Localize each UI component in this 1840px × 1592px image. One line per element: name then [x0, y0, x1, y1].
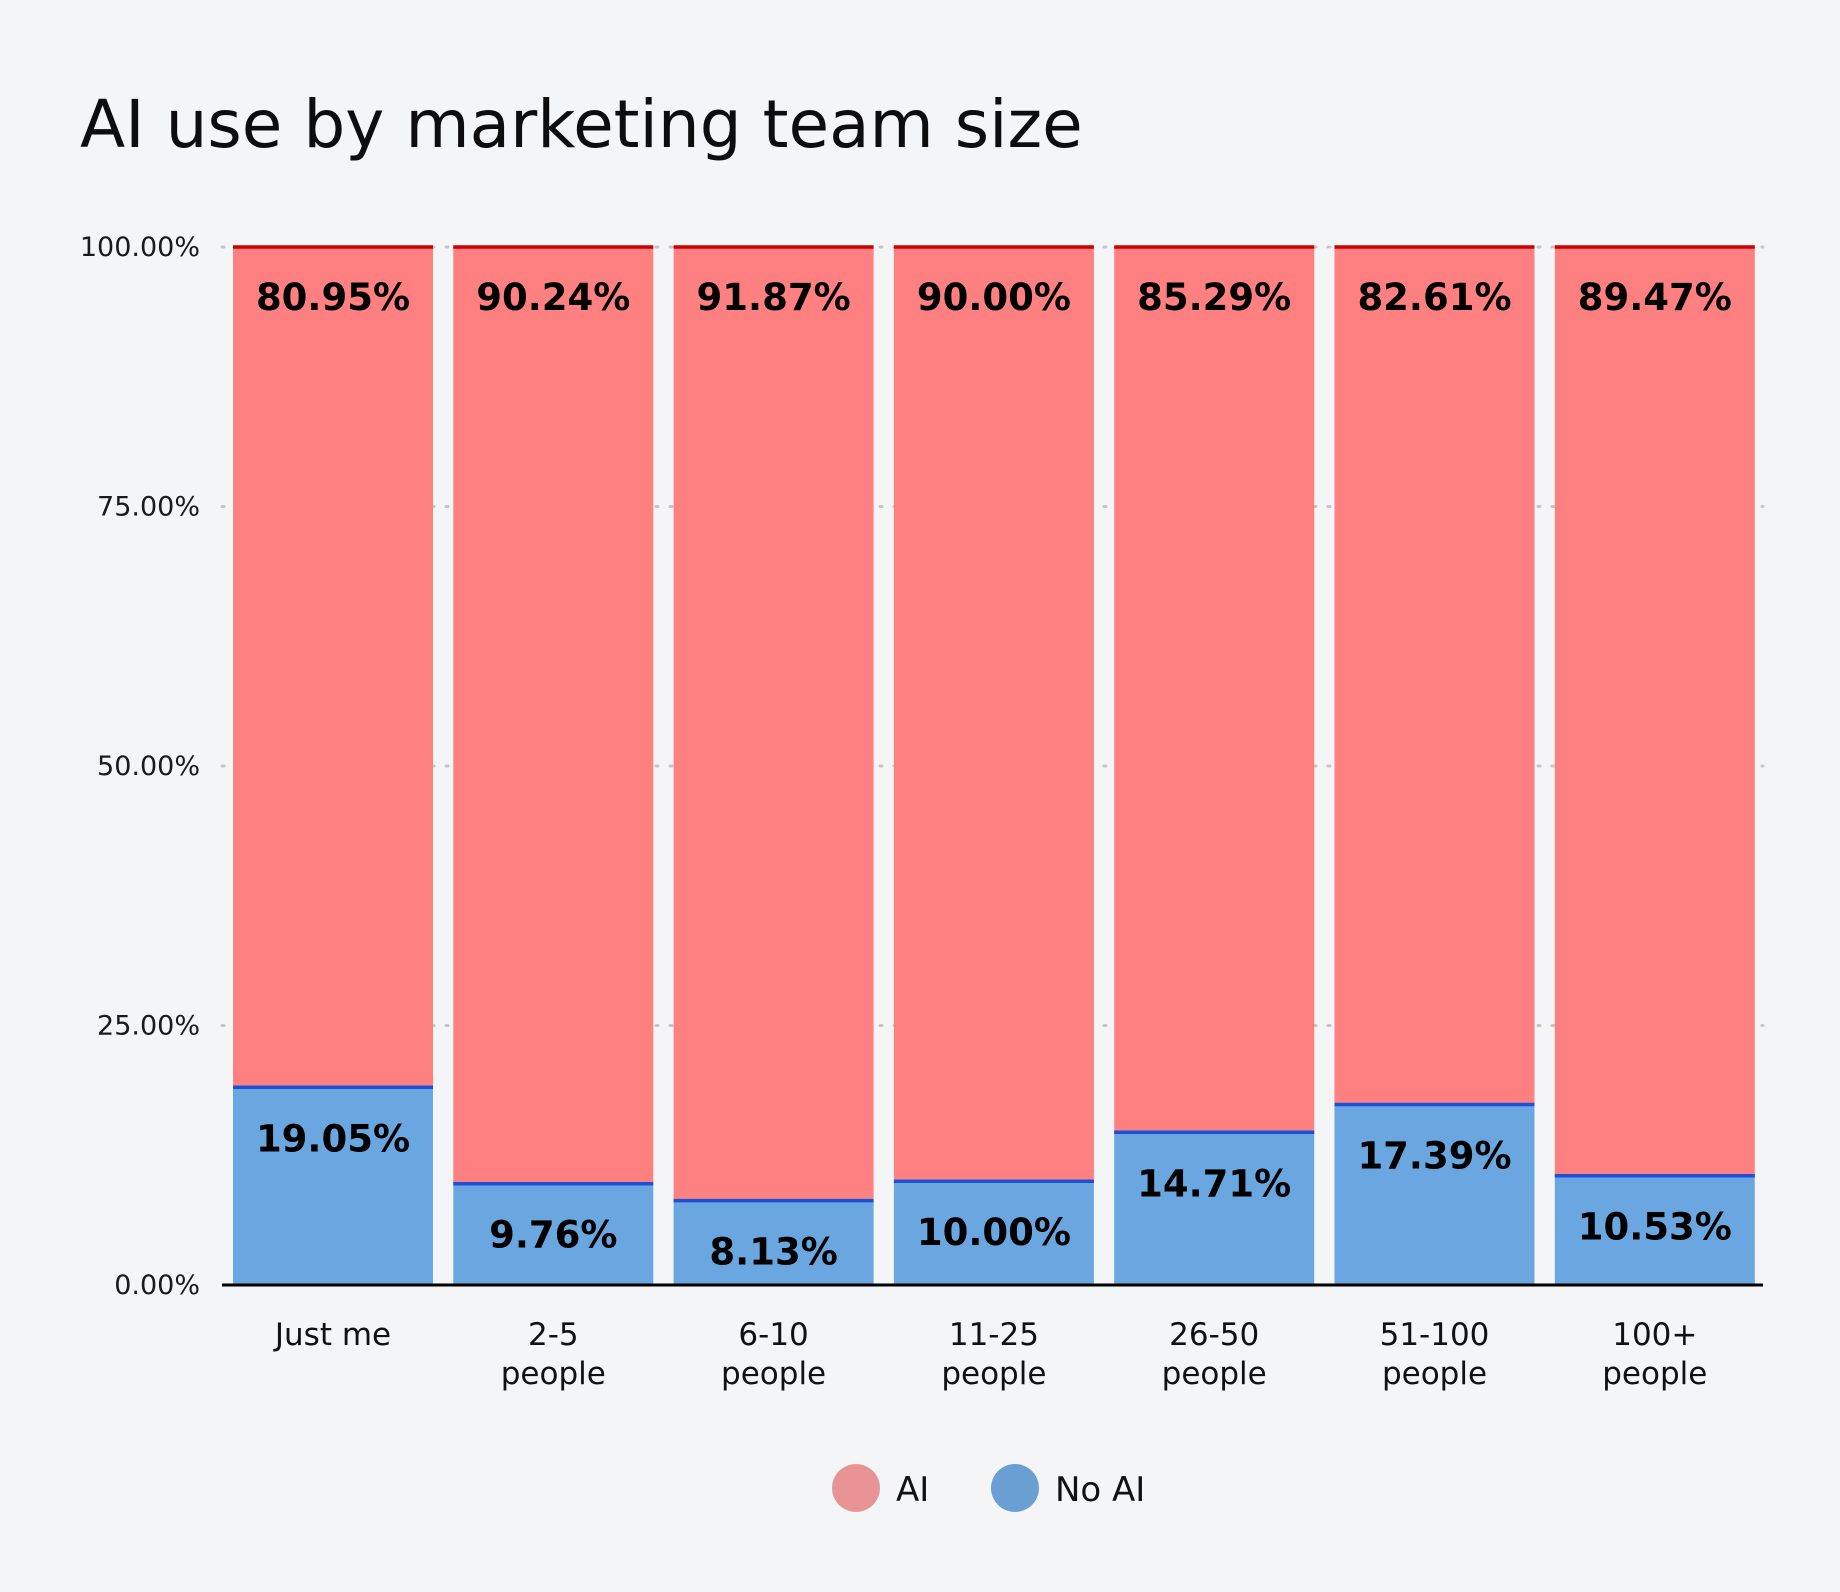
bar-ai [1114, 247, 1315, 1133]
bar-no-ai [673, 1200, 874, 1285]
legend-swatch [832, 1464, 880, 1512]
y-tick-label: 25.00% [97, 1011, 200, 1042]
bar-ai [673, 247, 874, 1201]
bar-ai [893, 247, 1094, 1182]
value-label-no-ai: 10.00% [917, 1211, 1071, 1254]
bar-no-ai [1334, 1104, 1535, 1285]
value-label-ai: 85.29% [1137, 276, 1291, 319]
bar-no-ai [1554, 1175, 1755, 1285]
y-tick-label: 0.00% [114, 1270, 200, 1301]
y-tick-label: 50.00% [97, 751, 200, 782]
value-label-no-ai: 10.53% [1578, 1206, 1732, 1249]
value-label-ai: 89.47% [1578, 276, 1732, 319]
legend: AI No AI [832, 1464, 1145, 1512]
legend-swatch [991, 1464, 1039, 1512]
bar-no-ai [893, 1181, 1094, 1285]
x-tick-label: 51-100 people [1380, 1317, 1490, 1392]
value-label-no-ai: 14.71% [1137, 1162, 1291, 1205]
bar-ai [453, 247, 654, 1184]
x-tick-label: 26-50 people [1162, 1317, 1267, 1392]
value-label-no-ai: 9.76% [489, 1214, 617, 1257]
bar-no-ai [453, 1183, 654, 1285]
y-tick-label: 75.00% [97, 492, 200, 523]
chart-title: AI use by marketing team size [80, 86, 1083, 163]
x-tick-label: Just me [273, 1317, 391, 1353]
value-label-no-ai: 8.13% [709, 1231, 837, 1274]
value-label-ai: 91.87% [697, 276, 851, 319]
x-axis-ticks: Just me 2-5 people 6-10 people 11-25 people 26-… [273, 1317, 1707, 1392]
value-label-ai: 90.00% [917, 276, 1071, 319]
bar-ai [233, 247, 433, 1088]
value-label-ai: 80.95% [256, 276, 410, 319]
value-labels: 80.95% 19.05% 90.24% 9.76% 91.87% 8.13% 90.00%… [256, 276, 1732, 1274]
bars [233, 245, 1755, 1285]
legend-label: No AI [1055, 1470, 1145, 1510]
bar-ai [1334, 247, 1535, 1105]
value-label-ai: 82.61% [1357, 276, 1511, 319]
value-label-no-ai: 19.05% [256, 1117, 410, 1160]
y-tick-label: 100.00% [80, 232, 200, 263]
x-tick-label: 11-25 people [941, 1317, 1046, 1392]
value-label-ai: 90.24% [476, 276, 630, 319]
bar-no-ai [1114, 1132, 1315, 1285]
value-label-no-ai: 17.39% [1357, 1134, 1511, 1177]
bar-ai [1554, 247, 1755, 1176]
legend-label: AI [896, 1470, 929, 1510]
bar-no-ai [233, 1087, 433, 1285]
x-tick-label: 100+ people [1602, 1317, 1707, 1392]
x-tick-label: 6-10 people [721, 1317, 826, 1392]
x-tick-label: 2-5 people [501, 1317, 606, 1392]
y-axis-ticks: 0.00% 25.00% 50.00% 75.00% 100.00% [80, 232, 200, 1301]
